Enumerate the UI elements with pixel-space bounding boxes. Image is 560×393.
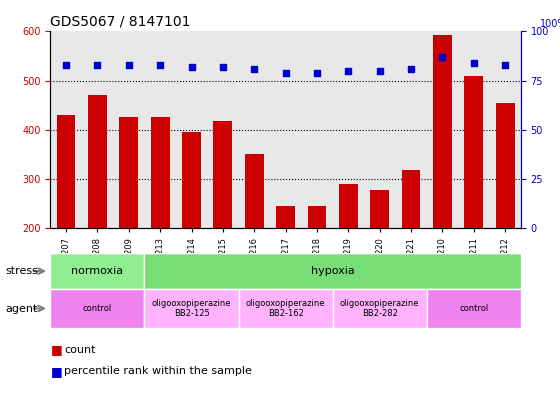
- Text: control: control: [83, 304, 112, 313]
- FancyBboxPatch shape: [50, 253, 144, 289]
- Point: [469, 60, 478, 66]
- Text: agent: agent: [6, 303, 38, 314]
- Point: [250, 66, 259, 72]
- Text: oligooxopiperazine
BB2-282: oligooxopiperazine BB2-282: [340, 299, 419, 318]
- Point: [438, 54, 447, 60]
- Text: oligooxopiperazine
BB2-162: oligooxopiperazine BB2-162: [246, 299, 325, 318]
- Point: [375, 68, 384, 74]
- Point: [187, 64, 196, 70]
- Bar: [213, 121, 232, 326]
- FancyBboxPatch shape: [50, 289, 144, 328]
- Text: normoxia: normoxia: [71, 266, 124, 276]
- Text: count: count: [64, 345, 96, 355]
- Bar: [339, 184, 358, 326]
- Bar: [307, 206, 326, 326]
- Text: 100%: 100%: [540, 20, 560, 29]
- Bar: [245, 154, 264, 326]
- Text: hypoxia: hypoxia: [311, 266, 354, 276]
- Text: GDS5067 / 8147101: GDS5067 / 8147101: [50, 15, 191, 29]
- Point: [281, 70, 290, 76]
- Bar: [57, 115, 76, 326]
- Point: [156, 62, 165, 68]
- Bar: [276, 206, 295, 326]
- FancyBboxPatch shape: [333, 289, 427, 328]
- FancyBboxPatch shape: [144, 289, 239, 328]
- Bar: [464, 75, 483, 326]
- Bar: [151, 118, 170, 326]
- Bar: [119, 118, 138, 326]
- Text: stress: stress: [6, 266, 39, 276]
- Text: control: control: [459, 304, 488, 313]
- Bar: [182, 132, 201, 326]
- Point: [501, 62, 510, 68]
- Point: [344, 68, 353, 74]
- Bar: [433, 35, 452, 326]
- Bar: [88, 95, 107, 326]
- Text: percentile rank within the sample: percentile rank within the sample: [64, 366, 252, 376]
- Point: [312, 70, 321, 76]
- Point: [124, 62, 133, 68]
- Text: ■: ■: [50, 365, 62, 378]
- FancyBboxPatch shape: [239, 289, 333, 328]
- Point: [93, 62, 102, 68]
- Text: ■: ■: [50, 343, 62, 356]
- Bar: [496, 103, 515, 326]
- Bar: [370, 189, 389, 326]
- Text: oligooxopiperazine
BB2-125: oligooxopiperazine BB2-125: [152, 299, 231, 318]
- FancyBboxPatch shape: [144, 253, 521, 289]
- FancyBboxPatch shape: [427, 289, 521, 328]
- Point: [62, 62, 71, 68]
- Point: [218, 64, 227, 70]
- Bar: [402, 170, 421, 326]
- Point: [407, 66, 416, 72]
